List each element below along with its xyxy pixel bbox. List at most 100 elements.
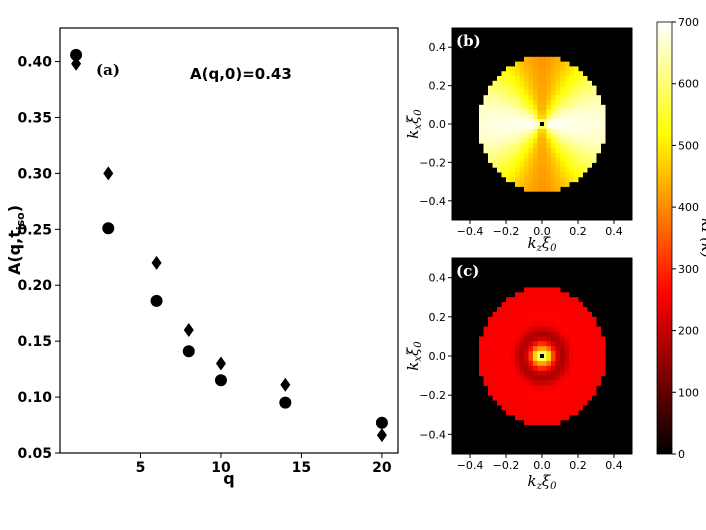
heatmap-cell	[551, 346, 556, 352]
heatmap-cell	[578, 124, 583, 130]
heatmap-cell	[488, 100, 493, 106]
heatmap-cell	[546, 124, 552, 130]
heatmap-cell	[537, 71, 543, 77]
heatmap-cell	[492, 143, 498, 149]
heatmap-cell	[564, 409, 570, 416]
heatmap-cell	[578, 104, 583, 111]
heatmap-cell	[569, 66, 574, 72]
heatmap-cell	[569, 172, 574, 178]
heatmap-cell	[587, 138, 592, 144]
center-pixel	[540, 354, 544, 358]
heatmap-cell	[492, 336, 498, 342]
heatmap-y-tick-label: −0.2	[419, 156, 446, 169]
heatmap-cell	[542, 356, 547, 362]
heatmap-cell	[488, 143, 493, 149]
heatmap-cell	[582, 311, 588, 318]
heatmap-cell	[528, 100, 534, 106]
heatmap-cell	[519, 326, 525, 332]
heatmap-cell	[528, 395, 534, 401]
heatmap-cell	[524, 119, 529, 125]
heatmap-cell	[497, 109, 502, 115]
heatmap-cell	[506, 76, 511, 82]
heatmap-cell	[533, 419, 538, 426]
heatmap-cell	[573, 104, 579, 111]
heatmap-cell	[533, 341, 538, 347]
heatmap-cell	[510, 119, 516, 125]
heatmap-cell	[488, 114, 493, 120]
heatmap-cell	[492, 124, 498, 130]
heatmap-cell	[587, 331, 592, 337]
heatmap-cell	[510, 176, 516, 183]
heatmap-cell	[537, 124, 543, 130]
heatmap-cell	[551, 128, 556, 135]
heatmap-cell	[510, 385, 516, 391]
heatmap-cell	[510, 114, 516, 120]
heatmap-cell	[519, 138, 525, 144]
heatmap-cell	[591, 95, 597, 101]
heatmap-cell	[573, 370, 579, 377]
heatmap-cell	[537, 390, 543, 396]
heatmap-cell	[564, 80, 570, 87]
heatmap-cell	[537, 400, 543, 406]
heatmap-cell	[578, 143, 583, 149]
heatmap-cell	[564, 307, 570, 313]
heatmap-cell	[515, 114, 520, 120]
heatmap-cell	[488, 138, 493, 144]
heatmap-cell	[564, 143, 570, 149]
heatmap-cell	[515, 90, 520, 96]
heatmap-cell	[564, 148, 570, 154]
heatmap-cell	[533, 90, 538, 96]
heatmap-cell	[551, 385, 556, 391]
heatmap-cell	[546, 181, 552, 187]
heatmap-cell	[555, 100, 561, 106]
heatmap-cell	[542, 346, 547, 352]
heatmap-cell	[501, 143, 507, 149]
heatmap-cell	[492, 133, 498, 139]
x-label-c-main: k	[527, 472, 536, 490]
heatmap-cell	[537, 405, 543, 411]
heatmap-cell	[560, 360, 565, 367]
heatmap-cell	[578, 133, 583, 139]
heatmap-cell	[600, 341, 606, 347]
heatmap-cell	[528, 414, 534, 421]
heatmap-cell	[510, 124, 516, 130]
heatmap-cell	[587, 119, 592, 125]
heatmap-cell	[569, 356, 574, 362]
heatmap-cell	[515, 321, 520, 328]
heatmap-cell	[501, 326, 507, 332]
heatmap-cell	[582, 76, 588, 82]
heatmap-cell	[546, 95, 552, 101]
heatmap-cell	[578, 336, 583, 342]
heatmap-cell	[506, 114, 511, 120]
heatmap-cell	[551, 157, 556, 163]
heatmap-cell	[528, 390, 534, 396]
heatmap-cell	[528, 331, 534, 337]
heatmap-cell	[515, 307, 520, 313]
heatmap-cell	[555, 167, 561, 173]
heatmap-cell	[519, 157, 525, 163]
heatmap-cell	[560, 326, 565, 332]
heatmap-y-tick-label: −0.2	[419, 389, 446, 402]
heatmap-cell	[542, 172, 547, 178]
heatmap-cell	[524, 380, 529, 386]
heatmap-cell	[564, 138, 570, 144]
heatmap-cell	[519, 297, 525, 303]
heatmap-cell	[519, 176, 525, 183]
heatmap-cell	[591, 385, 597, 391]
heatmap-cell	[537, 336, 543, 342]
heatmap-cell	[564, 400, 570, 406]
heatmap-cell	[492, 148, 498, 154]
x-tick-label-a: 10	[211, 460, 231, 476]
heatmap-cell	[537, 104, 543, 111]
heatmap-cell	[524, 85, 529, 91]
heatmap-cell	[551, 405, 556, 411]
heatmap-cell	[551, 167, 556, 173]
heatmap-cell	[582, 385, 588, 391]
heatmap-cell	[582, 124, 588, 130]
heatmap-cell	[524, 148, 529, 154]
heatmap-cell	[533, 356, 538, 362]
heatmap-cell	[497, 375, 502, 381]
heatmap-cell	[555, 311, 561, 318]
heatmap-cell	[533, 152, 538, 159]
heatmap-cell	[510, 341, 516, 347]
